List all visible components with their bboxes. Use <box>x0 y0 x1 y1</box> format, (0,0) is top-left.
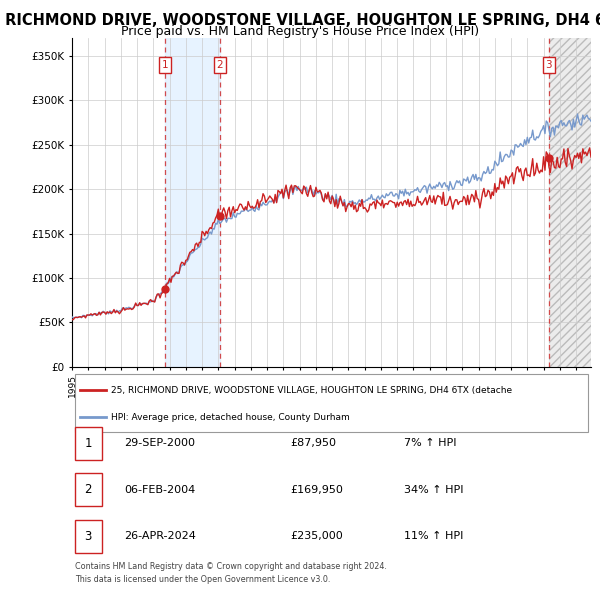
FancyBboxPatch shape <box>74 473 101 506</box>
Text: HPI: Average price, detached house, County Durham: HPI: Average price, detached house, Coun… <box>111 413 350 422</box>
Bar <box>166 38 220 367</box>
FancyBboxPatch shape <box>74 520 101 553</box>
Text: Price paid vs. HM Land Registry's House Price Index (HPI): Price paid vs. HM Land Registry's House … <box>121 25 479 38</box>
Text: 2: 2 <box>85 483 92 496</box>
Text: 1: 1 <box>162 60 169 70</box>
Text: This data is licensed under the Open Government Licence v3.0.: This data is licensed under the Open Gov… <box>74 575 330 584</box>
Text: 25, RICHMOND DRIVE, WOODSTONE VILLAGE, HOUGHTON LE SPRING, DH4 6TX (detache: 25, RICHMOND DRIVE, WOODSTONE VILLAGE, H… <box>111 386 512 395</box>
Bar <box>549 38 591 367</box>
Text: £235,000: £235,000 <box>290 532 343 542</box>
Bar <box>549 38 591 367</box>
Text: 25, RICHMOND DRIVE, WOODSTONE VILLAGE, HOUGHTON LE SPRING, DH4 6TX: 25, RICHMOND DRIVE, WOODSTONE VILLAGE, H… <box>0 13 600 28</box>
FancyBboxPatch shape <box>74 374 589 431</box>
Text: 11% ↑ HPI: 11% ↑ HPI <box>404 532 464 542</box>
Text: 2: 2 <box>217 60 223 70</box>
FancyBboxPatch shape <box>74 427 101 460</box>
Text: 34% ↑ HPI: 34% ↑ HPI <box>404 485 464 495</box>
Text: 3: 3 <box>545 60 552 70</box>
Text: Contains HM Land Registry data © Crown copyright and database right 2024.: Contains HM Land Registry data © Crown c… <box>74 562 386 571</box>
Text: £169,950: £169,950 <box>290 485 343 495</box>
Text: 29-SEP-2000: 29-SEP-2000 <box>124 438 195 448</box>
Text: 7% ↑ HPI: 7% ↑ HPI <box>404 438 457 448</box>
Text: 3: 3 <box>85 530 92 543</box>
Text: 26-APR-2024: 26-APR-2024 <box>124 532 196 542</box>
Text: 1: 1 <box>85 437 92 450</box>
Text: 06-FEB-2004: 06-FEB-2004 <box>124 485 195 495</box>
Text: £87,950: £87,950 <box>290 438 336 448</box>
